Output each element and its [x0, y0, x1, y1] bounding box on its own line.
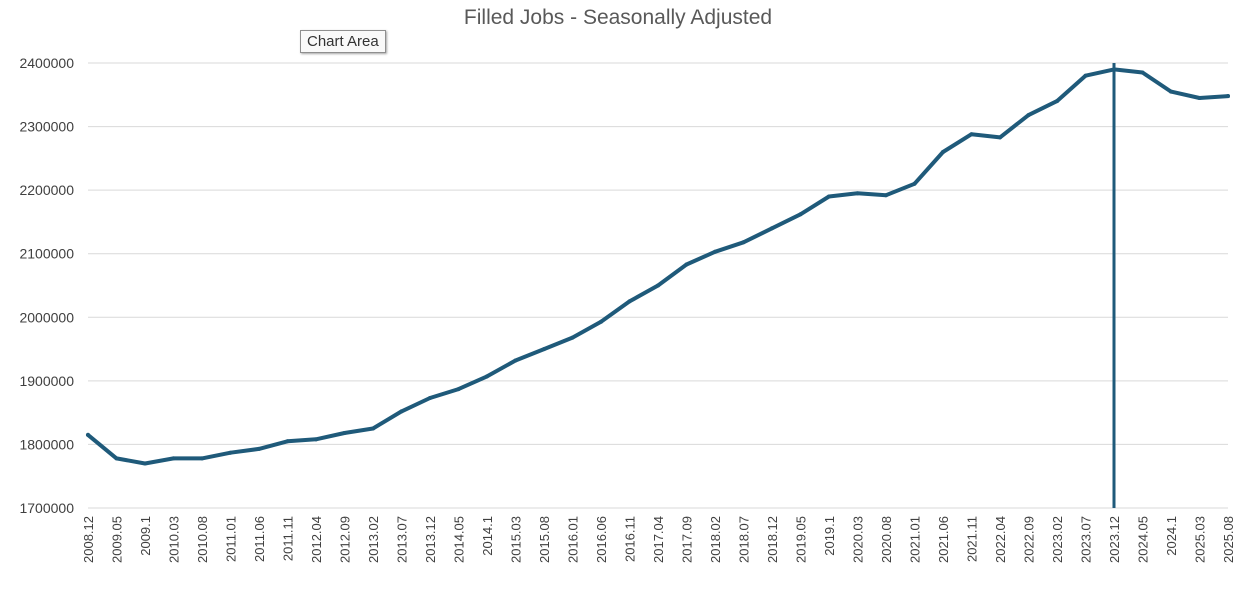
- x-tick-label: 2017.09: [680, 516, 695, 563]
- x-tick-label: 2019.05: [794, 516, 809, 563]
- chart-area-tooltip: Chart Area: [300, 30, 386, 53]
- x-tick-label: 2017.04: [651, 516, 666, 563]
- data-point: [713, 249, 717, 254]
- x-tick-label: 2009.1: [138, 516, 153, 556]
- data-point: [200, 456, 204, 461]
- x-tick-label: 2023.12: [1107, 516, 1122, 563]
- data-point: [314, 437, 318, 442]
- data-point: [285, 439, 290, 444]
- x-tick-label: 2024.05: [1136, 516, 1151, 563]
- x-tick-label: 2025.08: [1221, 516, 1236, 563]
- y-tick-label: 2200000: [19, 182, 74, 198]
- data-point: [570, 335, 575, 340]
- y-tick-label: 1900000: [19, 373, 74, 389]
- data-point: [627, 299, 632, 304]
- data-point: [428, 396, 432, 401]
- data-point: [912, 181, 917, 186]
- x-tick-label: 2010.03: [167, 516, 182, 563]
- x-tick-label: 2016.06: [594, 516, 609, 563]
- series-line: [86, 67, 1230, 466]
- data-point: [143, 461, 147, 466]
- data-point: [969, 132, 974, 137]
- x-tick-label: 2025.03: [1193, 516, 1208, 563]
- data-point: [684, 262, 689, 267]
- x-tick-label: 2012.04: [309, 516, 324, 563]
- x-tick-label: 2018.07: [737, 516, 752, 563]
- data-point: [884, 193, 888, 198]
- x-tick-label: 2021.11: [965, 516, 980, 562]
- data-point: [1169, 89, 1173, 94]
- x-tick-label: 2018.02: [708, 516, 723, 563]
- y-tick-label: 2000000: [19, 309, 74, 325]
- data-point: [1083, 73, 1088, 78]
- data-point: [513, 358, 518, 363]
- x-tick-label: 2011.11: [281, 516, 296, 561]
- x-tick-label: 2013.02: [366, 516, 381, 563]
- x-tick-label: 2021.01: [908, 516, 923, 563]
- data-point: [941, 150, 945, 154]
- data-point: [741, 240, 746, 245]
- x-tick-label: 2011.01: [224, 516, 239, 562]
- x-tick-label: 2014.1: [480, 516, 495, 556]
- data-point: [342, 430, 347, 435]
- data-point: [371, 426, 375, 431]
- data-point: [542, 347, 546, 352]
- x-tick-label: 2016.01: [566, 516, 581, 563]
- data-point: [656, 283, 660, 288]
- data-point: [114, 456, 119, 461]
- x-tick-label: 2015.08: [537, 516, 552, 563]
- x-tick-label: 2012.09: [338, 516, 353, 563]
- data-point: [599, 319, 603, 324]
- data-point: [228, 450, 233, 455]
- data-point: [827, 194, 831, 199]
- x-tick-label: 2022.09: [1022, 516, 1037, 563]
- x-tick-label: 2019.1: [822, 516, 837, 556]
- data-point: [1197, 95, 1202, 100]
- x-tick-label: 2010.08: [195, 516, 210, 563]
- y-tick-label: 2300000: [19, 119, 74, 135]
- y-tick-label: 2100000: [19, 246, 74, 262]
- x-tick-label: 2013.12: [423, 516, 438, 563]
- data-point: [257, 446, 261, 451]
- data-point: [770, 226, 774, 231]
- data-point: [1226, 94, 1230, 99]
- data-point: [399, 409, 404, 414]
- chart-title: Filled Jobs - Seasonally Adjusted: [463, 6, 773, 29]
- x-tick-label: 2011.06: [252, 516, 267, 562]
- x-tick-label: 2015.03: [509, 516, 524, 563]
- x-tick-label: 2013.07: [395, 516, 410, 563]
- data-point: [1055, 99, 1059, 104]
- data-point: [456, 387, 461, 392]
- x-tick-label: 2023.07: [1079, 516, 1094, 563]
- x-tick-label: 2023.02: [1050, 516, 1065, 563]
- x-tick-label: 2008.12: [81, 516, 96, 563]
- x-tick-label: 2014.05: [452, 516, 467, 563]
- data-point: [798, 212, 803, 217]
- x-tick-label: 2020.08: [879, 516, 894, 563]
- x-tick-label: 2018.12: [765, 516, 780, 563]
- y-tick-label: 1700000: [19, 500, 74, 516]
- x-tick-label: 2020.03: [851, 516, 866, 563]
- data-point: [86, 432, 90, 437]
- y-tick-label: 2400000: [19, 55, 74, 71]
- x-tick-label: 2021.06: [936, 516, 951, 563]
- data-point: [485, 374, 489, 379]
- x-tick-label: 2024.1: [1164, 516, 1179, 556]
- x-tick-label: 2022.04: [993, 516, 1008, 563]
- data-point: [855, 191, 860, 196]
- data-point: [171, 456, 176, 461]
- data-point: [1026, 113, 1031, 118]
- x-tick-label: 2016.11: [623, 516, 638, 562]
- x-tick-label: 2009.05: [110, 516, 125, 563]
- y-tick-label: 1800000: [19, 436, 74, 452]
- data-point: [1140, 70, 1145, 75]
- data-point: [998, 135, 1002, 140]
